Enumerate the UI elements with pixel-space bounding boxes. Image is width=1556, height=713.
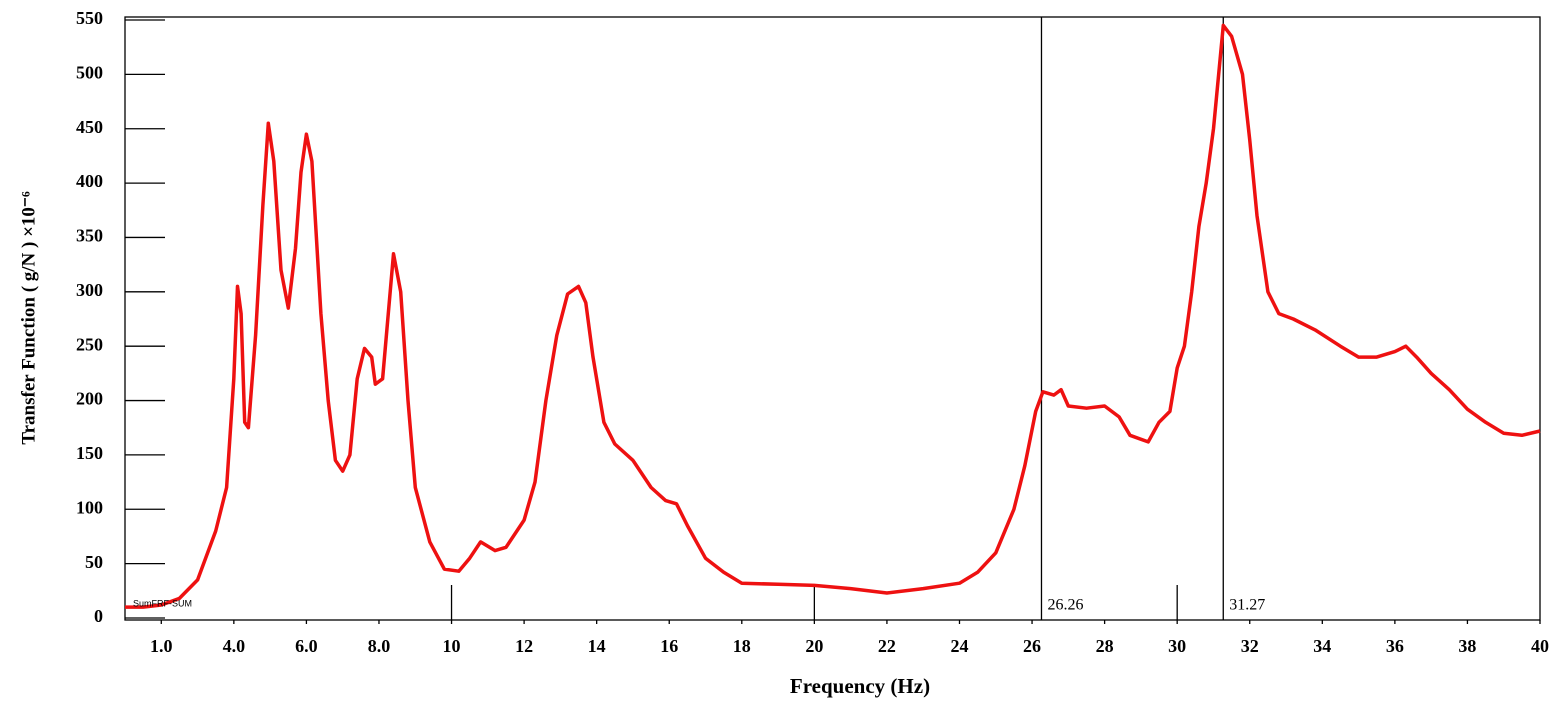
x-tick-label: 1.0 bbox=[150, 636, 173, 656]
y-tick-label: 200 bbox=[76, 389, 103, 409]
y-axis-label: Transfer Function ( g/N ) ×10⁻⁶ bbox=[18, 191, 39, 445]
y-tick-label: 100 bbox=[76, 497, 103, 517]
x-tick-label: 24 bbox=[950, 636, 968, 656]
x-axis-label: Frequency (Hz) bbox=[790, 674, 930, 698]
x-tick-label: 26 bbox=[1023, 636, 1041, 656]
x-tick-label: 6.0 bbox=[295, 636, 318, 656]
y-tick-label: 0 bbox=[94, 606, 103, 626]
x-tick-label: 10 bbox=[443, 636, 461, 656]
y-tick-label: 350 bbox=[76, 226, 103, 246]
x-tick-label: 14 bbox=[588, 636, 606, 656]
x-tick-label: 16 bbox=[660, 636, 678, 656]
y-tick-label: 250 bbox=[76, 334, 103, 354]
legend-label: SumFRF-SUM bbox=[133, 598, 192, 608]
x-tick-label: 20 bbox=[805, 636, 823, 656]
cursor-label: 26.26 bbox=[1047, 597, 1083, 614]
x-tick-label: 36 bbox=[1386, 636, 1404, 656]
x-tick-label: 28 bbox=[1096, 636, 1114, 656]
x-tick-label: 22 bbox=[878, 636, 896, 656]
x-tick-label: 4.0 bbox=[223, 636, 246, 656]
y-tick-label: 500 bbox=[76, 62, 103, 82]
x-tick-label: 8.0 bbox=[368, 636, 391, 656]
x-tick-label: 18 bbox=[733, 636, 751, 656]
plot-frame bbox=[124, 16, 1541, 621]
x-tick-label: 32 bbox=[1241, 636, 1259, 656]
y-tick-label: 150 bbox=[76, 443, 103, 463]
x-tick-label: 12 bbox=[515, 636, 533, 656]
x-tick-label: 40 bbox=[1531, 636, 1549, 656]
y-tick-label: 400 bbox=[76, 171, 103, 191]
x-tick-label: 30 bbox=[1168, 636, 1186, 656]
y-tick-label: 550 bbox=[76, 8, 103, 28]
x-tick-label: 38 bbox=[1458, 636, 1476, 656]
y-tick-label: 50 bbox=[85, 552, 103, 572]
data-line bbox=[125, 23, 1541, 609]
cursor-label: 31.27 bbox=[1229, 597, 1265, 614]
y-tick-label: 300 bbox=[76, 280, 103, 300]
x-tick-label: 34 bbox=[1313, 636, 1331, 656]
y-tick-label: 450 bbox=[76, 117, 103, 137]
